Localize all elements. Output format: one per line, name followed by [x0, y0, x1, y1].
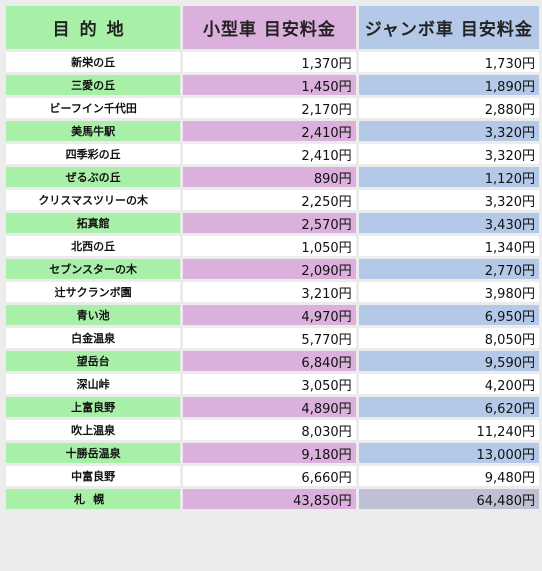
- destination-cell: 拓真館: [6, 213, 181, 233]
- jumbo-car-fare-cell: 3,320円: [358, 190, 539, 210]
- jumbo-car-fare-cell: 9,590円: [358, 351, 539, 371]
- destination-cell: 吹上温泉: [6, 420, 181, 440]
- destination-cell: クリスマスツリーの木: [6, 190, 181, 210]
- destination-cell: 三愛の丘: [6, 75, 181, 95]
- small-car-fare-cell: 4,970円: [183, 305, 356, 325]
- jumbo-car-fare-cell: 11,240円: [358, 420, 539, 440]
- table-row: 三愛の丘 1,450円 1,890円: [6, 75, 539, 95]
- destination-cell: ビーフイン千代田: [6, 98, 181, 118]
- table-header-row: 目的地 小型車 目安料金 ジャンボ車 目安料金: [6, 6, 539, 49]
- jumbo-car-fare-cell: 6,620円: [358, 397, 539, 417]
- small-car-fare-cell: 8,030円: [183, 420, 356, 440]
- table-row: 北西の丘 1,050円 1,340円: [6, 236, 539, 256]
- small-car-fare-cell: 43,850円: [183, 489, 356, 509]
- jumbo-car-fare-cell: 3,320円: [358, 121, 539, 141]
- fare-table-body: 新栄の丘 1,370円 1,730円 三愛の丘 1,450円 1,890円 ビー…: [6, 52, 539, 509]
- small-car-fare-cell: 2,090円: [183, 259, 356, 279]
- small-car-fare-cell: 1,370円: [183, 52, 356, 72]
- destination-cell: 深山峠: [6, 374, 181, 394]
- jumbo-car-fare-cell: 2,770円: [358, 259, 539, 279]
- destination-cell: セブンスターの木: [6, 259, 181, 279]
- jumbo-car-fare-cell: 13,000円: [358, 443, 539, 463]
- table-row: 中富良野 6,660円 9,480円: [6, 466, 539, 486]
- jumbo-car-fare-cell: 6,950円: [358, 305, 539, 325]
- table-row: 十勝岳温泉 9,180円 13,000円: [6, 443, 539, 463]
- header-jumbo-car-fare: ジャンボ車 目安料金: [358, 6, 539, 49]
- jumbo-car-fare-cell: 3,980円: [358, 282, 539, 302]
- table-row: クリスマスツリーの木 2,250円 3,320円: [6, 190, 539, 210]
- table-row: 札幌 43,850円 64,480円: [6, 489, 539, 509]
- jumbo-car-fare-cell: 8,050円: [358, 328, 539, 348]
- small-car-fare-cell: 6,660円: [183, 466, 356, 486]
- small-car-fare-cell: 2,250円: [183, 190, 356, 210]
- destination-cell: 美馬牛駅: [6, 121, 181, 141]
- destination-cell: 札幌: [6, 489, 181, 509]
- destination-cell: 北西の丘: [6, 236, 181, 256]
- jumbo-car-fare-cell: 3,430円: [358, 213, 539, 233]
- table-row: 辻サクランボ園 3,210円 3,980円: [6, 282, 539, 302]
- small-car-fare-cell: 1,450円: [183, 75, 356, 95]
- destination-cell: 白金温泉: [6, 328, 181, 348]
- destination-cell: 望岳台: [6, 351, 181, 371]
- fare-table: 目的地 小型車 目安料金 ジャンボ車 目安料金 新栄の丘 1,370円 1,73…: [3, 3, 542, 512]
- jumbo-car-fare-cell: 3,320円: [358, 144, 539, 164]
- table-row: 四季彩の丘 2,410円 3,320円: [6, 144, 539, 164]
- destination-cell: ぜるぶの丘: [6, 167, 181, 187]
- destination-cell: 青い池: [6, 305, 181, 325]
- small-car-fare-cell: 2,410円: [183, 144, 356, 164]
- small-car-fare-cell: 4,890円: [183, 397, 356, 417]
- destination-cell: 四季彩の丘: [6, 144, 181, 164]
- jumbo-car-fare-cell: 1,120円: [358, 167, 539, 187]
- destination-cell: 十勝岳温泉: [6, 443, 181, 463]
- small-car-fare-cell: 5,770円: [183, 328, 356, 348]
- small-car-fare-cell: 2,410円: [183, 121, 356, 141]
- small-car-fare-cell: 3,210円: [183, 282, 356, 302]
- table-row: ぜるぶの丘 890円 1,120円: [6, 167, 539, 187]
- jumbo-car-fare-cell: 1,340円: [358, 236, 539, 256]
- jumbo-car-fare-cell: 1,730円: [358, 52, 539, 72]
- small-car-fare-cell: 1,050円: [183, 236, 356, 256]
- jumbo-car-fare-cell: 64,480円: [358, 489, 539, 509]
- small-car-fare-cell: 3,050円: [183, 374, 356, 394]
- destination-cell: 辻サクランボ園: [6, 282, 181, 302]
- small-car-fare-cell: 9,180円: [183, 443, 356, 463]
- table-row: 上富良野 4,890円 6,620円: [6, 397, 539, 417]
- destination-cell: 上富良野: [6, 397, 181, 417]
- jumbo-car-fare-cell: 9,480円: [358, 466, 539, 486]
- table-row: 吹上温泉 8,030円 11,240円: [6, 420, 539, 440]
- header-destination: 目的地: [6, 6, 181, 49]
- table-row: 深山峠 3,050円 4,200円: [6, 374, 539, 394]
- jumbo-car-fare-cell: 1,890円: [358, 75, 539, 95]
- small-car-fare-cell: 2,570円: [183, 213, 356, 233]
- table-row: 新栄の丘 1,370円 1,730円: [6, 52, 539, 72]
- table-row: ビーフイン千代田 2,170円 2,880円: [6, 98, 539, 118]
- destination-cell: 中富良野: [6, 466, 181, 486]
- jumbo-car-fare-cell: 2,880円: [358, 98, 539, 118]
- table-row: 美馬牛駅 2,410円 3,320円: [6, 121, 539, 141]
- small-car-fare-cell: 6,840円: [183, 351, 356, 371]
- jumbo-car-fare-cell: 4,200円: [358, 374, 539, 394]
- small-car-fare-cell: 2,170円: [183, 98, 356, 118]
- destination-cell: 新栄の丘: [6, 52, 181, 72]
- table-row: 青い池 4,970円 6,950円: [6, 305, 539, 325]
- header-small-car-fare: 小型車 目安料金: [183, 6, 356, 49]
- table-row: 拓真館 2,570円 3,430円: [6, 213, 539, 233]
- small-car-fare-cell: 890円: [183, 167, 356, 187]
- table-row: 白金温泉 5,770円 8,050円: [6, 328, 539, 348]
- table-row: セブンスターの木 2,090円 2,770円: [6, 259, 539, 279]
- table-row: 望岳台 6,840円 9,590円: [6, 351, 539, 371]
